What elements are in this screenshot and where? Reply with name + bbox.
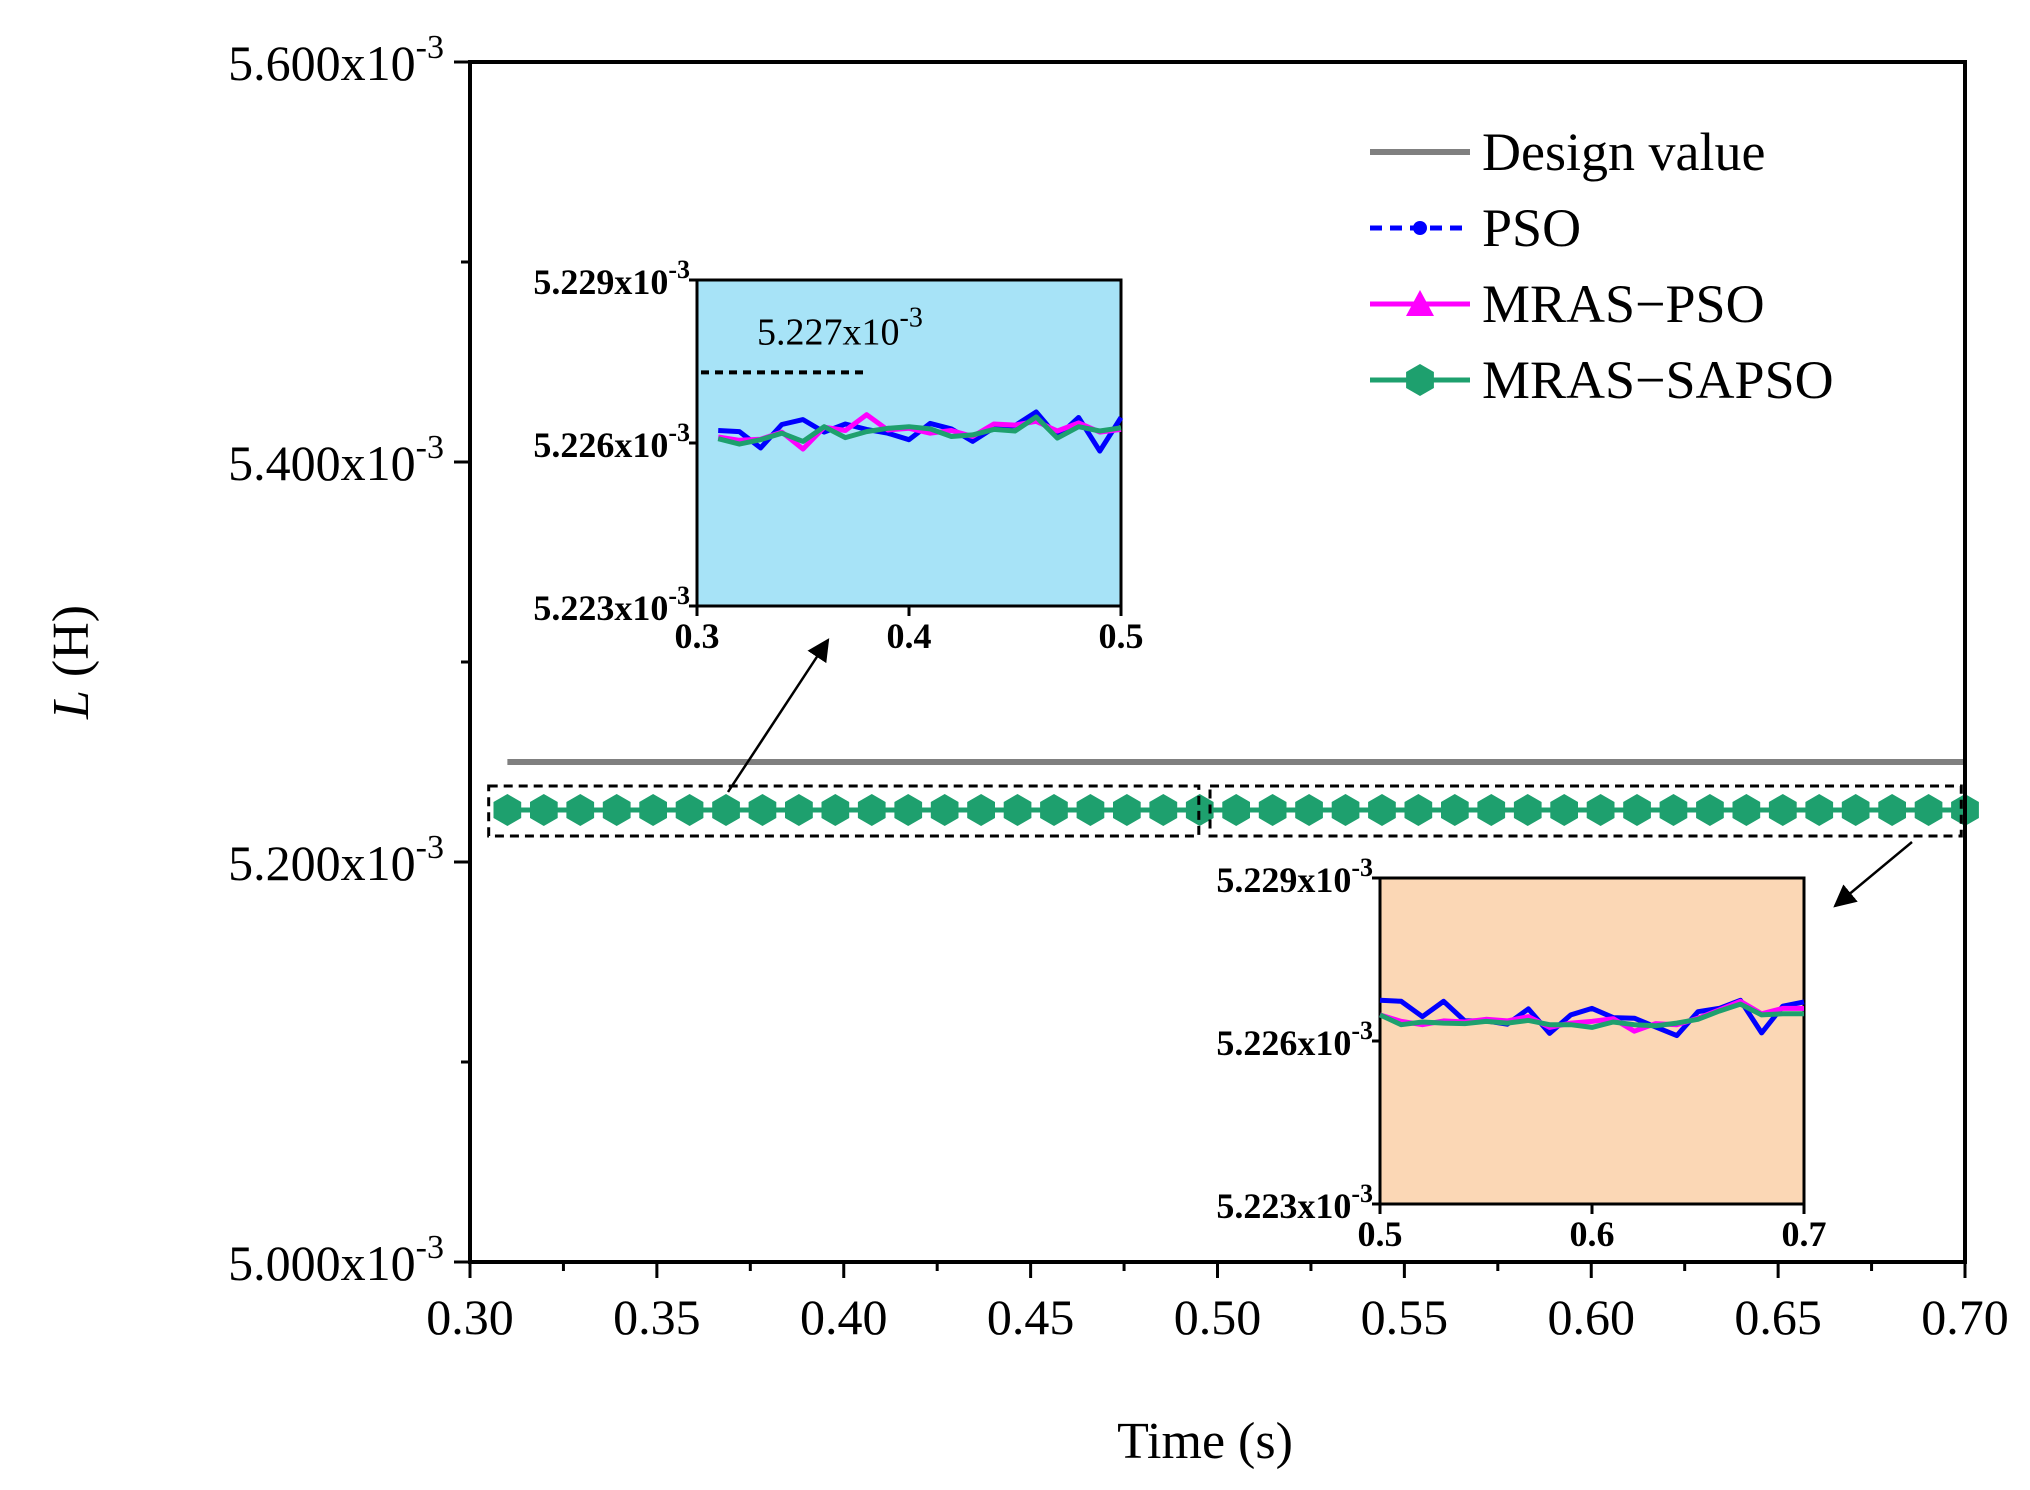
- main-ticks: [454, 60, 1967, 1278]
- y-tick-label: 5.400x10-3: [228, 429, 444, 491]
- legend-hexagon-marker: [1406, 364, 1434, 396]
- inset-series-line: [717, 414, 1122, 447]
- mras-sapso-marker: [1623, 794, 1651, 826]
- insets: 5.229x10-35.226x10-35.223x10-30.3 0.4 0.55…: [533, 255, 1826, 1254]
- mras-sapso-marker: [1477, 794, 1506, 826]
- mras-sapso-marker: [1003, 794, 1032, 826]
- main-series: [493, 759, 1979, 826]
- legend-label: PSO: [1482, 198, 1581, 258]
- mras-sapso-marker: [602, 794, 631, 826]
- mras-sapso-marker: [1878, 794, 1906, 826]
- mras-sapso-marker: [1914, 794, 1943, 826]
- mras-sapso-marker: [675, 794, 704, 826]
- mras-sapso-marker: [1040, 794, 1068, 826]
- mras-sapso-marker: [1331, 794, 1360, 826]
- mras-sapso-marker: [894, 794, 923, 826]
- x-tick-label: 0.35: [613, 1289, 701, 1345]
- mras-sapso-marker: [1404, 794, 1433, 826]
- inset-1: 5.229x10-3 5.226x10-3 5.223x10-30.3 0.4 0.5 5…: [533, 255, 1143, 656]
- mras-sapso-marker: [1368, 794, 1396, 826]
- mras-sapso-marker: [1441, 794, 1469, 826]
- inset-series-line: [1378, 1001, 1804, 1030]
- mras-sapso-marker: [967, 794, 995, 826]
- plot-frame: [468, 60, 1967, 1264]
- mras-sapso-marker: [1805, 794, 1834, 826]
- mras-sapso-marker: [1295, 794, 1323, 826]
- legend-label: Design value: [1482, 122, 1765, 182]
- mras-sapso-marker: [1113, 794, 1141, 826]
- inset-2: 5.229x10-3 5.226x10-3 5.223x10-30.5 0.6 0.7: [1216, 853, 1826, 1254]
- x-tick-label: 0.65: [1734, 1289, 1822, 1345]
- legend-triangle-marker: [1406, 290, 1434, 316]
- mras-sapso-marker: [821, 794, 850, 826]
- inset-x-tick-label: 0.3: [675, 616, 720, 656]
- inset-x-tick-label: 0.4: [887, 616, 932, 656]
- mras-sapso-marker: [1550, 794, 1578, 826]
- x-tick-label: 0.40: [800, 1289, 888, 1345]
- legend-circle-marker: [1413, 221, 1427, 235]
- mras-sapso-marker: [785, 794, 813, 826]
- inset-x-tick-label: 0.5: [1358, 1214, 1403, 1254]
- legend-label: MRAS−SAPSO: [1482, 350, 1834, 410]
- legend-label: MRAS−PSO: [1482, 274, 1765, 334]
- inset-y-tick-label: 5.226x10-3: [533, 418, 690, 465]
- mras-sapso-marker: [566, 794, 595, 826]
- y-axis-title: L (H): [43, 605, 100, 720]
- zoom-boxes: [487, 784, 1963, 838]
- inset-y-tick-label: 5.226x10-3: [1216, 1016, 1373, 1063]
- mras-sapso-marker: [930, 794, 959, 826]
- axis-labels: 0.30 0.35 0.40 0.45 0.50 0.55 0.60 0.65 0.70 5.00…: [228, 29, 2009, 1345]
- mras-sapso-marker: [1732, 794, 1761, 826]
- mras-sapso-marker: [712, 794, 740, 826]
- mras-sapso-marker: [1841, 794, 1870, 826]
- mras-sapso-marker: [639, 794, 667, 826]
- x-tick-label: 0.60: [1548, 1289, 1636, 1345]
- mras-sapso-marker: [1513, 794, 1542, 826]
- zoom-arrows: [726, 638, 1913, 908]
- mras-sapso-marker: [1696, 794, 1724, 826]
- y-tick-label: 5.600x10-3: [228, 29, 444, 91]
- mras-sapso-marker: [1076, 794, 1105, 826]
- x-axis-title: Time (s): [1117, 1413, 1293, 1470]
- legend: Design value PSO MRAS−PSO MRAS−SAPSO: [1370, 122, 1834, 410]
- zoom-box-1: [487, 784, 1201, 838]
- arrow-to-inset-1: [726, 638, 830, 793]
- inset-annotation: 5.227x10-3: [757, 302, 923, 353]
- mras-sapso-marker: [1659, 794, 1688, 826]
- y-tick-label: 5.200x10-3: [228, 829, 444, 891]
- mras-sapso-marker: [1149, 794, 1178, 826]
- inset-x-tick-label: 0.7: [1782, 1214, 1827, 1254]
- y-tick-label: 5.000x10-3: [228, 1229, 444, 1291]
- inset-y-tick-label: 5.223x10-3: [1216, 1179, 1373, 1226]
- x-tick-label: 0.30: [426, 1289, 514, 1345]
- mras-sapso-marker: [1768, 794, 1797, 826]
- mras-sapso-marker: [857, 794, 886, 826]
- mras-sapso-marker: [1586, 794, 1615, 826]
- mras-sapso-marker: [748, 794, 777, 826]
- mras-sapso-marker: [493, 794, 522, 826]
- x-tick-label: 0.55: [1361, 1289, 1449, 1345]
- x-tick-label: 0.50: [1174, 1289, 1262, 1345]
- inset-y-tick-label: 5.229x10-3: [1216, 853, 1373, 900]
- mras-sapso-marker: [1222, 794, 1250, 826]
- mras-sapso-marker: [530, 794, 558, 826]
- arrow-to-inset-2: [1833, 841, 1913, 908]
- inset-x-tick-label: 0.5: [1099, 616, 1144, 656]
- inset-frame: [1378, 876, 1806, 1206]
- inset-x-tick-label: 0.6: [1570, 1214, 1615, 1254]
- mras-sapso-marker: [1258, 794, 1287, 826]
- x-tick-label: 0.45: [987, 1289, 1075, 1345]
- x-tick-label: 0.70: [1921, 1289, 2009, 1345]
- inset-y-tick-label: 5.229x10-3: [533, 255, 690, 302]
- mras-sapso-marker: [1185, 794, 1214, 826]
- zoom-box-2: [1208, 784, 1963, 838]
- inset-y-tick-label: 5.223x10-3: [533, 581, 690, 628]
